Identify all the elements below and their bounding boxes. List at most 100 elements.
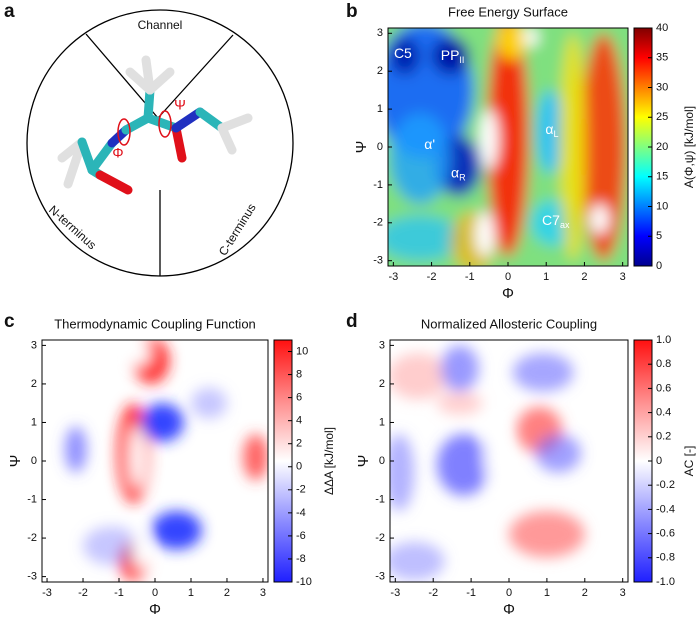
x-tick-label: 3 <box>260 587 266 599</box>
region <box>390 353 449 400</box>
molecule <box>57 55 253 195</box>
colorbar-tick-label: 25 <box>656 111 668 123</box>
y-tick-label: 3 <box>379 339 385 351</box>
x-tick-label: 0 <box>505 271 511 283</box>
region <box>388 215 463 261</box>
region <box>486 28 530 257</box>
annotation-sub: R <box>459 173 466 183</box>
angle-label: Ψ <box>174 97 186 113</box>
panel-label: c <box>4 311 15 332</box>
region <box>496 28 528 60</box>
colorbar-tick-label: -2 <box>296 484 306 496</box>
annotation: PPII <box>441 47 465 66</box>
x-tick-label: 3 <box>620 587 626 599</box>
region <box>389 112 451 204</box>
y-axis-label: Ψ <box>355 455 372 468</box>
region <box>475 211 495 257</box>
annotation-text: α <box>451 164 459 180</box>
region <box>133 530 148 569</box>
y-tick-label: -2 <box>27 532 37 544</box>
colorbar-tick-label: -0.2 <box>656 479 675 491</box>
region <box>535 434 582 473</box>
region <box>129 426 145 488</box>
y-tick-label: -3 <box>375 571 385 583</box>
y-tick-label: 1 <box>377 103 383 115</box>
panel-label: d <box>346 311 358 332</box>
x-tick-label: 0 <box>506 587 512 599</box>
y-tick-label: 0 <box>379 455 385 467</box>
y-tick-label: 2 <box>377 65 383 77</box>
annotation-text: α' <box>424 136 435 152</box>
sector-label: Channel <box>138 18 183 32</box>
sector-label: C-terminus <box>216 201 259 258</box>
x-tick-label: 2 <box>582 587 588 599</box>
surface <box>390 345 585 581</box>
colorbar-label: AC [-] <box>682 446 696 477</box>
x-tick-label: -3 <box>388 271 398 283</box>
colorbar-label: ΔΔA [kJ/mol] <box>322 427 336 495</box>
region <box>190 387 227 419</box>
colorbar-tick-label: -0.8 <box>656 552 675 564</box>
x-axis-label: Φ <box>149 601 161 618</box>
region <box>131 341 150 365</box>
colorbar-tick-label: 20 <box>656 141 668 153</box>
colorbar-tick-label: 40 <box>656 22 668 34</box>
y-tick-label: 0 <box>31 455 37 467</box>
colorbar-tick-label: 0 <box>656 455 662 467</box>
x-axis-label: Φ <box>502 285 514 302</box>
colorbar-tick-label: 0.4 <box>656 407 671 419</box>
y-tick-label: 2 <box>31 378 37 390</box>
region <box>479 109 499 170</box>
colorbar <box>273 339 293 583</box>
surface-blur <box>65 340 268 581</box>
annotation: αL <box>545 121 558 140</box>
region <box>140 403 184 442</box>
region <box>431 37 470 75</box>
region <box>484 422 504 485</box>
annotation: C7ax <box>542 212 570 231</box>
region <box>390 434 415 512</box>
y-axis-label: Ψ <box>7 455 24 468</box>
colorbar-label: A(Φ,ψ) [kJ/mol] <box>682 106 696 188</box>
x-tick-label: 0 <box>152 587 158 599</box>
x-tick-label: -3 <box>390 587 400 599</box>
x-tick-label: 2 <box>224 587 230 599</box>
y-tick-label: -2 <box>373 217 383 229</box>
colorbar-tick-label: 8 <box>296 368 302 380</box>
region <box>590 203 610 235</box>
region <box>512 353 574 392</box>
colorbar-tick-label: 1.0 <box>656 334 671 346</box>
diagram: Channel N-terminus C-terminus Φ Ψ <box>26 9 294 277</box>
colorbar-tick-label: -4 <box>296 507 306 519</box>
y-tick-label: 2 <box>379 378 385 390</box>
colorbar-tick-label: 0.2 <box>656 431 671 443</box>
colorbar-tick-label: 2 <box>296 438 302 450</box>
colorbar-tick-label: 0.8 <box>656 358 671 370</box>
colorbar-tick-label: -6 <box>296 530 306 542</box>
y-tick-label: -1 <box>373 179 383 191</box>
annotation-text: α <box>545 121 553 137</box>
region <box>390 541 445 581</box>
colorbar-tick-label: 5 <box>656 230 662 242</box>
y-tick-label: 3 <box>377 27 383 39</box>
region <box>508 511 585 558</box>
y-tick-label: -3 <box>27 571 37 583</box>
region <box>243 434 268 481</box>
annotation-text: C5 <box>394 45 412 61</box>
x-tick-label: 1 <box>543 271 549 283</box>
region <box>389 37 421 75</box>
colorbar-tick-label: 10 <box>656 200 668 212</box>
panel-label: a <box>4 1 15 22</box>
x-tick-label: -3 <box>42 587 52 599</box>
y-axis-label: Ψ <box>353 141 370 154</box>
colorbar-tick-label: 0 <box>656 260 662 272</box>
x-tick-label: -1 <box>114 587 124 599</box>
x-tick-label: -1 <box>466 587 476 599</box>
region <box>536 90 564 174</box>
colorbar-tick-label: -10 <box>296 576 312 588</box>
region <box>559 33 587 261</box>
annotation-text: C7 <box>542 212 560 228</box>
y-tick-label: -3 <box>373 255 383 267</box>
colorbar-tick-label: 15 <box>656 171 668 183</box>
